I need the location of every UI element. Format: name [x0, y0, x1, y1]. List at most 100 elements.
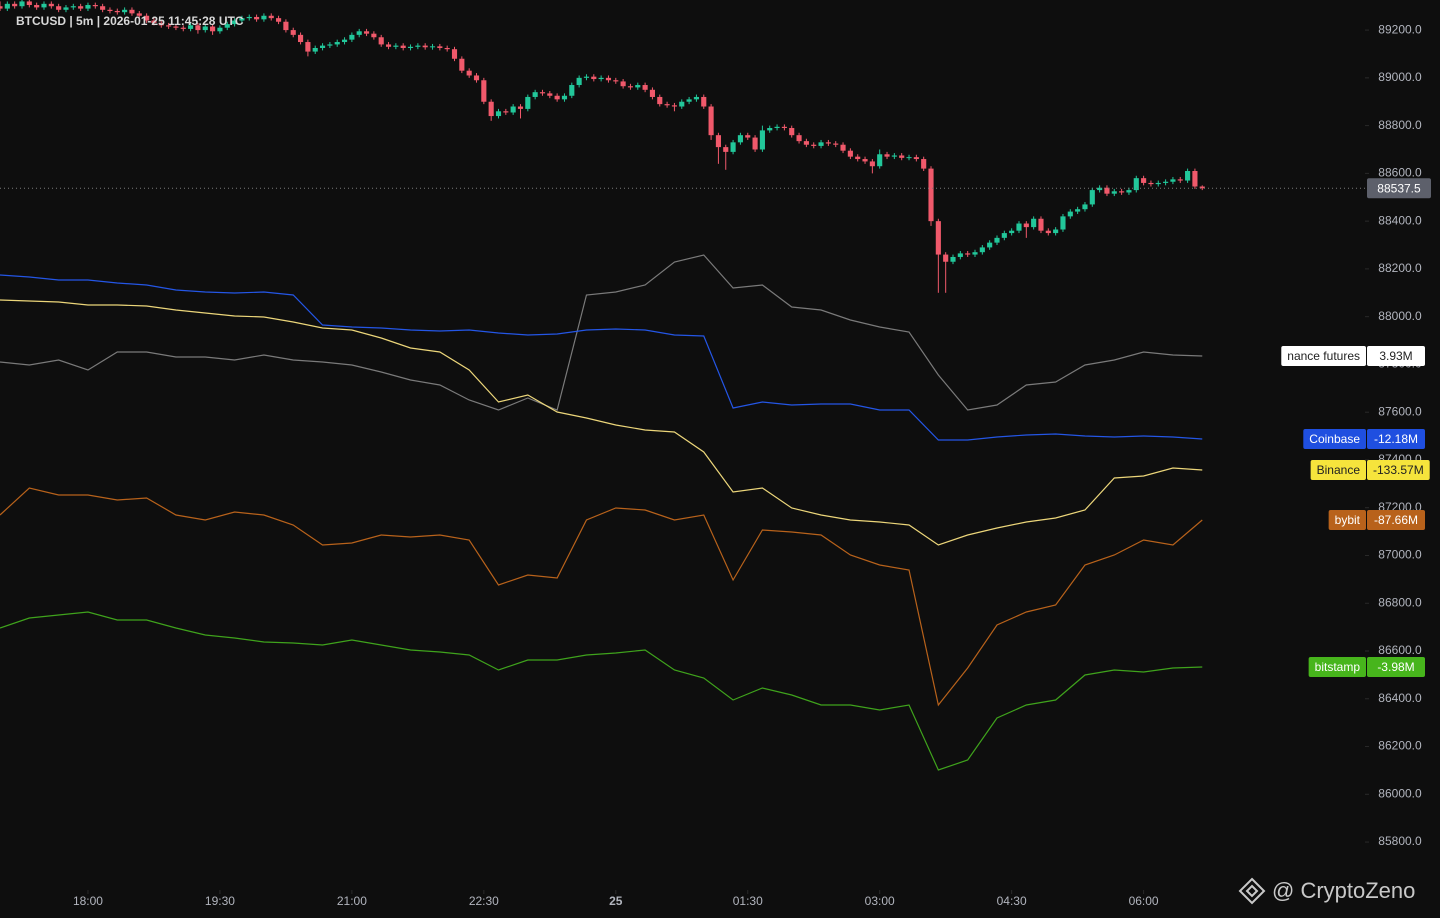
- legend-entry: nance futures: [1287, 349, 1360, 363]
- candle-body: [1075, 209, 1081, 212]
- candle-body: [818, 142, 824, 146]
- series-name-box: [1328, 510, 1366, 530]
- candle-body: [1155, 182, 1161, 185]
- candle-body: [4, 3, 10, 9]
- candle-body: [1031, 218, 1037, 228]
- x-tick-label: 01:30: [733, 894, 763, 908]
- y-tick-label: 87600.0: [1378, 404, 1422, 418]
- legend-entry: bybit: [1335, 513, 1361, 527]
- x-tick-label: 18:00: [73, 894, 103, 908]
- candle-body: [1097, 187, 1103, 191]
- candle-body: [1119, 191, 1125, 193]
- candle-body: [202, 26, 208, 31]
- candle-body: [261, 15, 267, 20]
- candle-body: [78, 6, 84, 9]
- series-label: -12.18M Coinbase: [1303, 429, 1425, 449]
- candle-body: [957, 253, 963, 257]
- series-value-box: [1367, 510, 1425, 530]
- candle-body: [1163, 181, 1169, 183]
- watermark-icon: [1238, 877, 1266, 905]
- cvd-line: [0, 611, 1203, 771]
- candle-body: [605, 77, 612, 81]
- cvd-line: [0, 254, 1203, 411]
- chart-title: BTCUSD | 5m | 2026-01-25 11:45:28 UTC: [16, 14, 244, 28]
- candle-body: [334, 42, 340, 45]
- series-value-box: [1367, 657, 1425, 677]
- candle-body: [1141, 178, 1147, 183]
- y-tick-label: 86800.0: [1378, 595, 1422, 609]
- candle-body: [393, 45, 399, 47]
- cvd-line: [0, 487, 1203, 707]
- candle-body: [290, 30, 296, 35]
- candle-body: [950, 256, 956, 262]
- candle-body: [400, 45, 406, 49]
- y-tick-label: 88800.0: [1378, 118, 1422, 132]
- candle-body: [884, 154, 890, 157]
- candle-body: [297, 34, 304, 43]
- y-tick-label: 86400.0: [1378, 691, 1422, 705]
- candle-body: [789, 128, 795, 136]
- candle-body: [913, 157, 919, 160]
- candle-body: [1067, 211, 1073, 217]
- candle-body: [444, 48, 450, 50]
- candle-body: [312, 48, 318, 52]
- candle-body: [481, 80, 487, 102]
- candle-body: [356, 31, 362, 35]
- candle-body: [429, 46, 436, 48]
- candle-body: [811, 144, 817, 146]
- candle-body: [737, 135, 743, 143]
- y-tick-label: 86600.0: [1378, 643, 1422, 657]
- y-tick-label: 89200.0: [1378, 22, 1422, 36]
- candle-body: [12, 3, 18, 7]
- candle-body: [466, 70, 472, 76]
- x-tick-label: 06:00: [1129, 894, 1159, 908]
- candle-body: [620, 81, 626, 87]
- candle-body: [752, 137, 758, 150]
- candle-body: [34, 5, 40, 8]
- candle-body: [715, 135, 721, 148]
- x-tick-label: 22:30: [469, 894, 499, 908]
- candle-body: [341, 39, 348, 43]
- candle-body: [1060, 216, 1066, 230]
- candle-body: [517, 106, 524, 109]
- candle-body: [1016, 223, 1022, 231]
- candle-body: [1192, 170, 1198, 187]
- series-label: -3.98M bitstamp: [1308, 657, 1425, 677]
- legend-entry: Binance: [1317, 463, 1361, 477]
- legend-entry: Coinbase: [1309, 432, 1360, 446]
- candle-body: [437, 46, 443, 49]
- cvd-line: [0, 274, 1203, 441]
- candle-body: [495, 111, 502, 117]
- candle-body: [1023, 223, 1029, 228]
- candle-body: [371, 33, 377, 38]
- candle-body: [136, 13, 142, 16]
- candle-body: [972, 252, 978, 255]
- cvd-line: [0, 299, 1203, 546]
- candle-body: [305, 42, 311, 52]
- candle-body: [935, 221, 941, 255]
- candle-body: [217, 27, 223, 32]
- candle-body: [708, 106, 714, 136]
- candle-body: [232, 20, 238, 25]
- candle-body: [92, 5, 98, 7]
- candle-body: [928, 168, 934, 222]
- candle-body: [921, 159, 927, 169]
- x-tick-label: 19:30: [205, 894, 235, 908]
- candle-body: [510, 106, 516, 113]
- candle-body: [803, 141, 809, 145]
- candle-body: [1045, 230, 1051, 234]
- candle-body: [26, 1, 32, 6]
- candle-body: [576, 77, 582, 86]
- candle-body: [473, 75, 480, 81]
- candle-body: [1001, 233, 1007, 238]
- candle-body: [693, 96, 699, 100]
- candle-body: [965, 253, 971, 255]
- candle-body: [781, 126, 787, 129]
- candle-body: [583, 76, 590, 78]
- candle-body: [1185, 170, 1191, 181]
- series-name-box: [1308, 657, 1366, 677]
- series-label: 3.93M nance futures: [1281, 346, 1425, 366]
- candle-body: [1104, 187, 1110, 194]
- candle-body: [686, 99, 692, 102]
